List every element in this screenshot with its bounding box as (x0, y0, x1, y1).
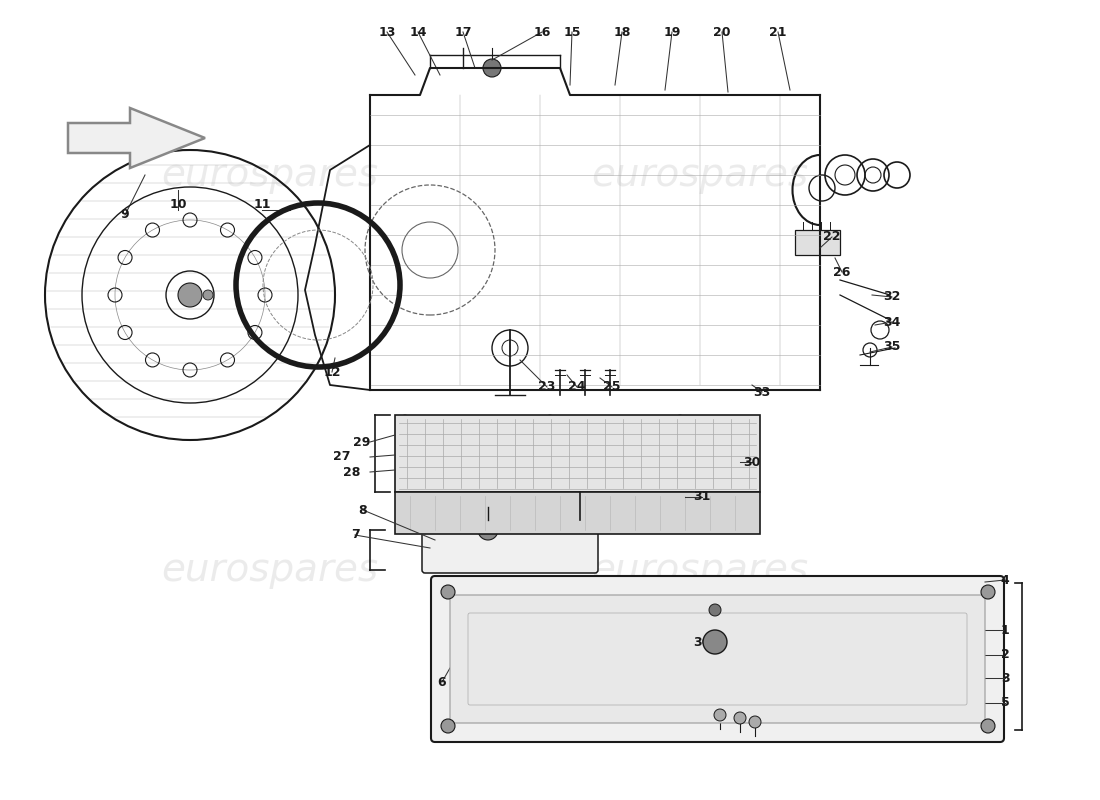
Circle shape (714, 709, 726, 721)
Circle shape (178, 283, 202, 307)
Circle shape (441, 585, 455, 599)
Text: 7: 7 (351, 529, 360, 542)
Text: 2: 2 (1001, 649, 1010, 662)
Polygon shape (68, 108, 205, 168)
Text: 3: 3 (1001, 671, 1010, 685)
Text: 20: 20 (713, 26, 730, 38)
Text: 27: 27 (333, 450, 351, 463)
Text: 30: 30 (744, 455, 761, 469)
Circle shape (675, 415, 685, 425)
Text: 16: 16 (534, 26, 551, 38)
Text: 13: 13 (378, 26, 396, 38)
Circle shape (483, 502, 493, 512)
Circle shape (574, 514, 586, 526)
Circle shape (749, 716, 761, 728)
Circle shape (981, 719, 996, 733)
Circle shape (400, 480, 410, 490)
Circle shape (981, 585, 996, 599)
Circle shape (544, 415, 556, 425)
Text: 10: 10 (169, 198, 187, 211)
Text: 12: 12 (323, 366, 341, 378)
Text: 25: 25 (603, 381, 620, 394)
Text: 14: 14 (409, 26, 427, 38)
Text: eurospares: eurospares (592, 156, 808, 194)
Text: 28: 28 (343, 466, 361, 478)
Circle shape (734, 712, 746, 724)
Text: 8: 8 (359, 503, 367, 517)
Text: 1: 1 (1001, 623, 1010, 637)
Text: 19: 19 (663, 26, 681, 38)
Text: 35: 35 (883, 341, 901, 354)
Text: 17: 17 (454, 26, 472, 38)
Text: eurospares: eurospares (162, 551, 378, 589)
Circle shape (483, 59, 500, 77)
Circle shape (703, 630, 727, 654)
Circle shape (478, 520, 498, 540)
FancyBboxPatch shape (422, 527, 598, 573)
Text: 26: 26 (834, 266, 850, 278)
Circle shape (675, 480, 685, 490)
Circle shape (710, 604, 720, 616)
FancyBboxPatch shape (450, 595, 984, 723)
Text: 33: 33 (754, 386, 771, 398)
Text: eurospares: eurospares (592, 551, 808, 589)
FancyBboxPatch shape (395, 492, 760, 534)
Text: 29: 29 (353, 435, 371, 449)
Bar (795, 230, 840, 255)
Text: 15: 15 (563, 26, 581, 38)
Text: 24: 24 (569, 381, 585, 394)
Text: 18: 18 (614, 26, 630, 38)
FancyBboxPatch shape (395, 415, 760, 492)
Text: 6: 6 (438, 675, 447, 689)
Text: 32: 32 (883, 290, 901, 303)
Text: 31: 31 (693, 490, 711, 503)
Circle shape (441, 719, 455, 733)
Text: 5: 5 (1001, 697, 1010, 710)
Text: 21: 21 (769, 26, 786, 38)
Text: 11: 11 (253, 198, 271, 211)
FancyBboxPatch shape (431, 576, 1004, 742)
Circle shape (400, 415, 410, 425)
Text: eurospares: eurospares (162, 156, 378, 194)
Text: 4: 4 (1001, 574, 1010, 586)
Text: 9: 9 (121, 209, 130, 222)
Text: 23: 23 (538, 381, 556, 394)
Text: 36: 36 (693, 635, 711, 649)
Circle shape (204, 290, 213, 300)
Text: 34: 34 (883, 315, 901, 329)
Text: 22: 22 (823, 230, 840, 243)
